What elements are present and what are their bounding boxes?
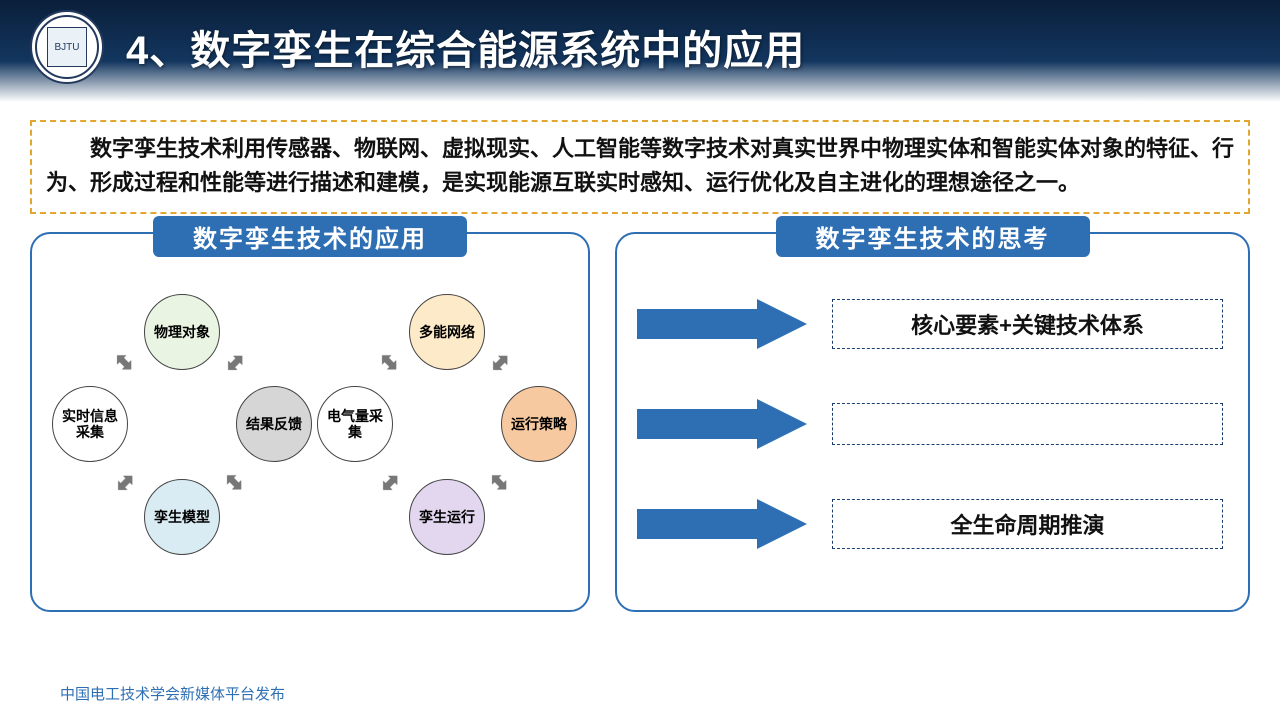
cycle-diagram-1: 物理对象 结果反馈 孪生模型 实时信息采集 ⬌ ⬌ ⬌ ⬌ bbox=[52, 294, 312, 554]
panels-row: 数字孪生技术的应用 物理对象 结果反馈 孪生模型 实时信息采集 ⬌ ⬌ ⬌ ⬌ … bbox=[30, 232, 1250, 612]
cycle2-arrow-tr: ⬌ bbox=[483, 345, 517, 379]
cycle2-node-bottom: 孪生运行 bbox=[409, 479, 485, 555]
cycle1-arrow-br: ⬌ bbox=[218, 465, 252, 499]
right-row-3: 全生命周期推演 bbox=[637, 499, 1223, 549]
right-item-1: 核心要素+关键技术体系 bbox=[832, 299, 1223, 349]
right-item-2 bbox=[832, 403, 1223, 445]
cycle2-arrow-tl: ⬌ bbox=[373, 345, 407, 379]
left-panel-title: 数字孪生技术的应用 bbox=[153, 216, 467, 257]
cycle-diagram-2: 多能网络 运行策略 孪生运行 电气量采集 ⬌ ⬌ ⬌ ⬌ bbox=[317, 294, 577, 554]
logo-text: BJTU bbox=[47, 27, 87, 67]
university-logo: BJTU bbox=[30, 10, 104, 84]
cycle2-node-left: 电气量采集 bbox=[317, 386, 393, 462]
big-arrow-icon bbox=[637, 399, 807, 449]
cycle1-arrow-tl: ⬌ bbox=[108, 345, 142, 379]
slide-header: BJTU 4、数字孪生在综合能源系统中的应用 bbox=[0, 0, 1280, 102]
cycle1-node-left: 实时信息采集 bbox=[52, 386, 128, 462]
right-panel-title: 数字孪生技术的思考 bbox=[776, 216, 1090, 257]
cycle1-arrow-tr: ⬌ bbox=[218, 345, 252, 379]
right-row-1: 核心要素+关键技术体系 bbox=[637, 299, 1223, 349]
big-arrow-icon bbox=[637, 499, 807, 549]
right-row-2 bbox=[637, 399, 1223, 449]
summary-box: 数字孪生技术利用传感器、物联网、虚拟现实、人工智能等数字技术对真实世界中物理实体… bbox=[30, 120, 1250, 214]
footer-credit: 中国电工技术学会新媒体平台发布 bbox=[60, 683, 285, 704]
cycle2-arrow-br: ⬌ bbox=[483, 465, 517, 499]
cycle2-node-top: 多能网络 bbox=[409, 294, 485, 370]
slide-title: 4、数字孪生在综合能源系统中的应用 bbox=[126, 18, 805, 76]
cycle2-node-right: 运行策略 bbox=[501, 386, 577, 462]
summary-text: 数字孪生技术利用传感器、物联网、虚拟现实、人工智能等数字技术对真实世界中物理实体… bbox=[46, 132, 1234, 200]
right-panel: 数字孪生技术的思考 核心要素+关键技术体系 全生命周期推演 bbox=[615, 232, 1250, 612]
big-arrow-icon bbox=[637, 299, 807, 349]
right-item-3: 全生命周期推演 bbox=[832, 499, 1223, 549]
cycle1-node-right: 结果反馈 bbox=[236, 386, 312, 462]
cycle1-arrow-bl: ⬌ bbox=[108, 465, 142, 499]
cycle1-node-top: 物理对象 bbox=[144, 294, 220, 370]
left-panel: 数字孪生技术的应用 物理对象 结果反馈 孪生模型 实时信息采集 ⬌ ⬌ ⬌ ⬌ … bbox=[30, 232, 590, 612]
cycle2-arrow-bl: ⬌ bbox=[373, 465, 407, 499]
cycle1-node-bottom: 孪生模型 bbox=[144, 479, 220, 555]
